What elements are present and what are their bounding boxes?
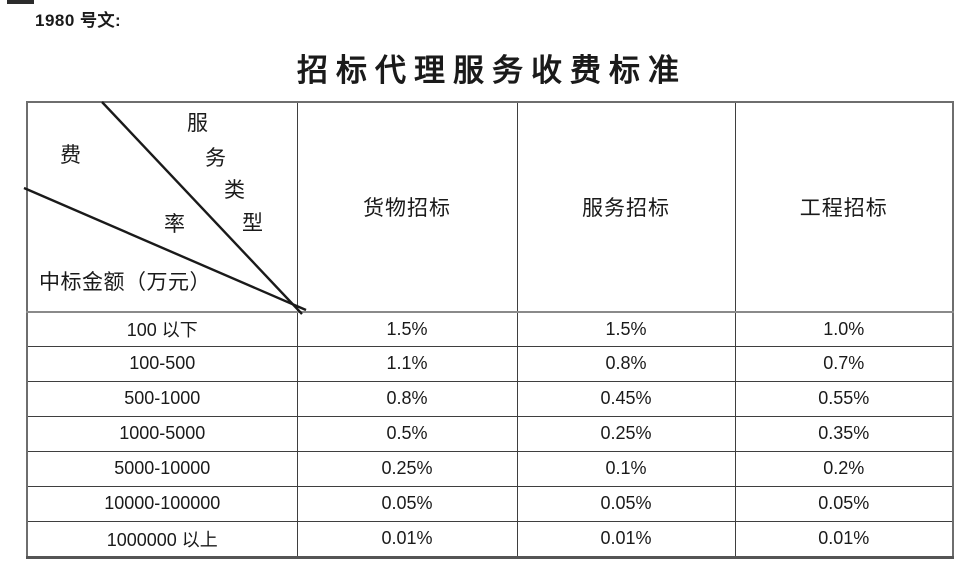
works-rate-cell: 0.35%: [734, 415, 954, 452]
page-title: 招标代理服务收费标准: [297, 53, 687, 88]
amount-range-cell: 100 以下: [26, 311, 298, 347]
works-rate-cell: 1.0%: [734, 311, 954, 347]
goods-rate-cell: 0.5%: [296, 415, 518, 452]
fee-row: 10000-100000 0.05% 0.05% 0.05%: [26, 485, 954, 522]
page-edge-mark: [7, 0, 34, 4]
services-rate-cell: 1.5%: [516, 311, 736, 347]
column-header-services: 服务招标: [516, 101, 736, 313]
works-rate-cell: 0.7%: [734, 345, 954, 382]
fee-row: 100-500 1.1% 0.8% 0.7%: [26, 345, 954, 382]
fee-row: 1000-5000 0.5% 0.25% 0.35%: [26, 415, 954, 452]
goods-rate-cell: 1.5%: [296, 311, 518, 347]
amount-range-cell: 100-500: [26, 345, 298, 382]
goods-rate-cell: 0.01%: [296, 520, 518, 558]
corner-axis-fee-rate-char: 费: [60, 143, 81, 167]
services-rate-cell: 0.1%: [516, 450, 736, 487]
fee-row: 1000000 以上 0.01% 0.01% 0.01%: [26, 520, 954, 558]
goods-rate-cell: 0.05%: [296, 485, 518, 522]
fee-table: 服 务 类 型 费 率 中标金额（万元） 货物招标 服务招标 工程招标 100 …: [23, 101, 954, 559]
column-header-goods: 货物招标: [296, 101, 518, 313]
works-rate-cell: 0.05%: [734, 485, 954, 522]
works-rate-cell: 0.2%: [734, 450, 954, 487]
services-rate-cell: 0.05%: [516, 485, 736, 522]
diagonal-divider-lines: [23, 101, 307, 315]
corner-axis-service-type-char: 型: [242, 211, 263, 235]
goods-rate-cell: 0.8%: [296, 380, 518, 417]
doc-number: 1980 号文:: [35, 11, 122, 30]
corner-axis-amount-label: 中标金额（万元）: [39, 270, 211, 294]
column-header-works: 工程招标: [734, 101, 954, 313]
header-row: 服 务 类 型 费 率 中标金额（万元） 货物招标 服务招标 工程招标: [23, 101, 954, 315]
services-rate-cell: 0.8%: [516, 345, 736, 382]
services-rate-cell: 0.25%: [516, 415, 736, 452]
fee-row: 5000-10000 0.25% 0.1% 0.2%: [26, 450, 954, 487]
corner-axis-service-type-char: 服: [187, 111, 208, 135]
goods-rate-cell: 1.1%: [296, 345, 518, 382]
corner-axis-service-type-char: 类: [224, 178, 245, 202]
services-rate-cell: 0.01%: [516, 520, 736, 558]
corner-header-cell: 服 务 类 型 费 率 中标金额（万元）: [23, 101, 307, 315]
fee-row: 100 以下 1.5% 1.5% 1.0%: [26, 311, 954, 347]
corner-axis-service-type-char: 务: [205, 146, 226, 170]
amount-range-cell: 1000-5000: [26, 415, 298, 452]
amount-range-cell: 5000-10000: [26, 450, 298, 487]
fee-row: 500-1000 0.8% 0.45% 0.55%: [26, 380, 954, 417]
works-rate-cell: 0.55%: [734, 380, 954, 417]
amount-range-cell: 1000000 以上: [26, 520, 298, 558]
corner-axis-fee-rate-char: 率: [164, 212, 185, 236]
services-rate-cell: 0.45%: [516, 380, 736, 417]
works-rate-cell: 0.01%: [734, 520, 954, 558]
goods-rate-cell: 0.25%: [296, 450, 518, 487]
amount-range-cell: 10000-100000: [26, 485, 298, 522]
amount-range-cell: 500-1000: [26, 380, 298, 417]
